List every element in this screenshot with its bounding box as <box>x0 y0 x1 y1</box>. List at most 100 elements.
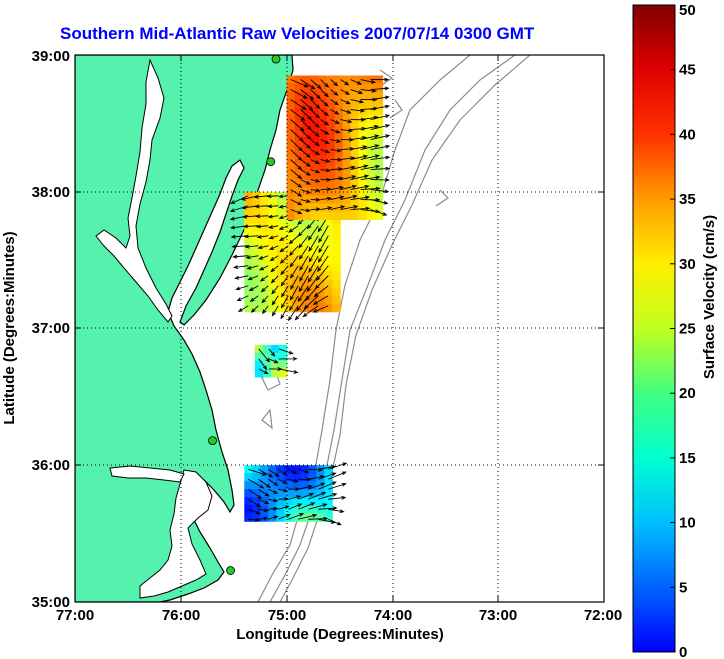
velocity-cell <box>244 497 253 506</box>
velocity-cell <box>294 163 304 173</box>
velocity-cell <box>252 295 261 305</box>
velocity-cell <box>332 279 341 289</box>
velocity-cell <box>350 91 360 101</box>
velocity-cell <box>374 91 384 101</box>
velocity-cell <box>268 303 277 313</box>
velocity-vector <box>278 356 298 361</box>
velocity-cell <box>374 147 384 157</box>
velocity-cell <box>358 211 368 221</box>
velocity-vector <box>258 255 269 260</box>
velocity-cell <box>350 211 360 221</box>
velocity-cell <box>276 239 285 249</box>
x-tick-label: 75:00 <box>268 607 306 624</box>
velocity-vector <box>236 295 249 301</box>
velocity-cell <box>276 481 285 490</box>
velocity-cell <box>334 115 344 125</box>
velocity-vector <box>370 124 391 130</box>
velocity-cell <box>366 187 376 197</box>
velocity-cell <box>324 489 333 498</box>
velocity-vector <box>370 86 390 91</box>
velocity-vector <box>300 79 316 90</box>
velocity-vector <box>360 79 376 84</box>
velocity-vector <box>269 245 279 250</box>
velocity-cell <box>310 107 320 117</box>
velocity-vector <box>290 79 309 88</box>
velocity-vector <box>350 184 370 190</box>
velocity-cell <box>350 123 360 133</box>
velocity-vector <box>330 148 342 153</box>
velocity-cell <box>276 263 285 273</box>
velocity-cell <box>286 187 296 197</box>
velocity-cell <box>374 171 384 181</box>
velocity-cell <box>318 187 328 197</box>
velocity-cell <box>326 131 336 141</box>
velocity-cell <box>350 147 360 157</box>
velocity-cell <box>302 203 312 213</box>
velocity-cell <box>260 287 269 297</box>
velocity-cell <box>318 115 328 125</box>
velocity-cell <box>358 99 368 109</box>
velocity-cell <box>260 199 269 209</box>
velocity-cell <box>286 123 296 133</box>
velocity-cell <box>366 147 376 157</box>
velocity-cell <box>294 139 304 149</box>
velocity-cell <box>252 239 261 249</box>
velocity-cell <box>284 473 293 482</box>
velocity-cell <box>276 295 285 305</box>
velocity-cell <box>254 352 264 362</box>
velocity-vector <box>278 348 294 355</box>
velocity-cell <box>326 179 336 189</box>
velocity-cell <box>308 505 317 514</box>
velocity-vector <box>340 205 359 210</box>
velocity-cell <box>276 215 285 225</box>
velocity-cell <box>302 75 312 85</box>
velocity-cell <box>294 179 304 189</box>
velocity-vector <box>260 285 269 293</box>
velocity-vector <box>288 513 305 520</box>
velocity-vector <box>320 119 330 126</box>
velocity-cell <box>268 505 277 514</box>
velocity-vector <box>249 295 259 303</box>
colorbar-tick-label: 10 <box>679 515 696 532</box>
velocity-cell <box>268 247 277 257</box>
velocity-vector <box>306 275 319 293</box>
velocity-cell <box>342 171 352 181</box>
velocity-cell <box>318 91 328 101</box>
velocity-cell <box>374 211 384 221</box>
velocity-vector <box>253 194 269 199</box>
velocity-cell <box>324 271 333 281</box>
velocity-cell <box>324 473 333 482</box>
velocity-cell <box>284 263 293 273</box>
velocity-vector <box>370 95 390 100</box>
velocity-vector <box>248 488 263 500</box>
velocity-cell <box>284 279 293 289</box>
velocity-cell <box>244 215 253 225</box>
velocity-cell <box>334 139 344 149</box>
velocity-vector <box>330 89 339 96</box>
velocity-cell <box>294 123 304 133</box>
velocity-vector <box>241 214 259 219</box>
velocity-vector <box>302 305 319 318</box>
velocity-cell <box>268 271 277 281</box>
velocity-cell <box>276 497 285 506</box>
velocity-cell <box>342 195 352 205</box>
velocity-vector <box>300 159 311 167</box>
velocity-vector <box>288 478 299 483</box>
velocity-cell <box>334 171 344 181</box>
x-tick-label: 73:00 <box>479 607 517 624</box>
velocity-vector <box>310 178 321 183</box>
velocity-vector <box>360 88 377 93</box>
velocity-cell <box>244 271 253 281</box>
velocity-vector <box>280 275 289 287</box>
velocity-vector <box>300 199 312 203</box>
velocity-cell <box>350 75 360 85</box>
velocity-cell <box>308 223 317 233</box>
velocity-cell <box>302 147 312 157</box>
velocity-vector <box>320 196 333 201</box>
velocity-cell <box>268 295 277 305</box>
velocity-cell <box>302 123 312 133</box>
velocity-cell <box>358 139 368 149</box>
velocity-vector <box>297 285 309 303</box>
velocity-cell <box>334 91 344 101</box>
x-tick-label: 72:00 <box>584 607 622 624</box>
